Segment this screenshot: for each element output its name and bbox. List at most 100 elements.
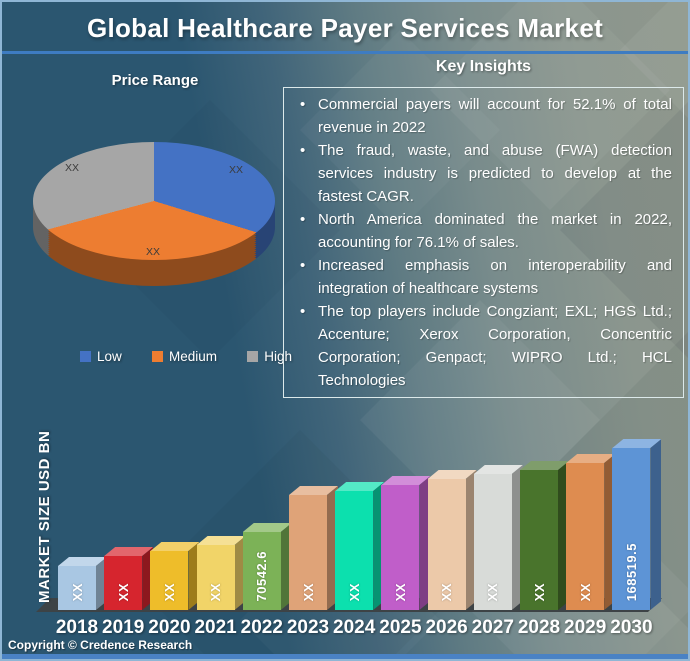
- x-axis-year-2022: 2022: [240, 617, 283, 638]
- bar-front-face: [104, 556, 143, 610]
- bar-value-label: XX: [208, 582, 224, 601]
- bar-2030: 168519.5: [612, 439, 662, 610]
- bar-side-face: [604, 454, 615, 610]
- bar-value-label-wrap: XX: [104, 547, 142, 610]
- x-axis-year-2028: 2028: [517, 617, 561, 638]
- bar-top-face: [612, 439, 662, 448]
- x-axis-year-2021: 2021: [194, 617, 237, 638]
- bar-side-face: [188, 542, 199, 610]
- x-axis-year-2020: 2020: [148, 617, 191, 638]
- bar-2018: XX: [58, 557, 107, 610]
- pie-chart: XX XX XX: [33, 142, 275, 288]
- bar-value-label-wrap: XX: [381, 476, 419, 610]
- bar-top-face: [335, 482, 385, 491]
- bar-value-label: XX: [115, 582, 131, 601]
- bar-value-label: XX: [161, 582, 177, 601]
- title-divider-line: [2, 51, 688, 54]
- bar-top-face: [242, 523, 292, 532]
- bar-2024: XX: [335, 482, 385, 610]
- bar-top-face: [381, 476, 431, 485]
- bar-front-face: [150, 551, 189, 610]
- legend-item-medium: Medium: [151, 349, 217, 364]
- bar-value-label-wrap: XX: [428, 470, 466, 610]
- insight-bullet: Increased emphasis on interoperability a…: [295, 254, 672, 300]
- bar-value-label: XX: [69, 582, 85, 601]
- x-axis-year-2025: 2025: [379, 617, 422, 638]
- legend-label: Low: [97, 349, 122, 364]
- bar-side-face: [235, 536, 246, 610]
- bar-2019: XX: [104, 547, 154, 610]
- bottom-accent-strip: [2, 654, 688, 659]
- bar-front-face: [335, 491, 374, 610]
- insight-bullet: Commercial payers will account for 52.1%…: [295, 93, 672, 139]
- bar-top-face: [196, 536, 246, 545]
- insight-bullet: North America dominated the market in 20…: [295, 208, 672, 254]
- bar-value-label: XX: [392, 582, 408, 601]
- copyright-text: Copyright © Credence Research: [8, 638, 193, 652]
- bar-value-label-wrap: XX: [474, 465, 512, 610]
- bar-front-face: [289, 495, 327, 610]
- bar-side-face: [96, 557, 107, 610]
- legend-swatch: [151, 351, 163, 362]
- bar-value-label: XX: [485, 582, 501, 601]
- bar-top-face: [520, 461, 569, 470]
- x-axis-year-2024: 2024: [333, 617, 376, 638]
- bar-value-label-wrap: XX: [335, 482, 373, 610]
- x-axis-year-2030: 2030: [610, 617, 653, 638]
- x-axis-year-2018: 2018: [55, 617, 99, 638]
- bar-side-face: [512, 465, 523, 610]
- insights-title: Key Insights: [435, 58, 532, 75]
- bar-value-label-wrap: XX: [520, 461, 558, 610]
- x-axis-year-2029: 2029: [564, 617, 607, 638]
- bar-value-label-wrap: 70542.6: [243, 523, 281, 610]
- bar-side-face: [281, 523, 292, 610]
- page-title: Global Healthcare Payer Services Market: [86, 13, 604, 43]
- bar-2022: 70542.6: [242, 523, 292, 610]
- bar-2027: XX: [473, 465, 523, 610]
- insights-box: Commercial payers will account for 52.1%…: [283, 87, 684, 398]
- bar-front-face: [242, 532, 281, 610]
- bar-value-label: XX: [577, 582, 593, 601]
- bar-2021: XX: [196, 536, 246, 610]
- x-axis-year-2027: 2027: [471, 617, 514, 638]
- pie-slice-value-label: XX: [145, 246, 161, 258]
- pie-top-surface: [33, 142, 275, 260]
- bar-top-face: [58, 557, 107, 566]
- bar-value-label-wrap: XX: [566, 454, 604, 610]
- insights-list: Commercial payers will account for 52.1%…: [295, 93, 672, 392]
- bar-value-label: XX: [346, 582, 362, 601]
- bar-top-face: [427, 470, 477, 479]
- bar-value-label: XX: [300, 582, 316, 601]
- bar-side-face: [650, 439, 661, 610]
- legend-item-high: High: [247, 349, 292, 364]
- bar-front-face: [520, 470, 558, 610]
- x-axis-year-2026: 2026: [425, 617, 468, 638]
- pie-legend: Low Medium High: [80, 349, 292, 364]
- bar-value-label: 70542.6: [254, 550, 270, 602]
- bar-value-label-wrap: 168519.5: [612, 439, 650, 610]
- bar-value-label: XX: [531, 582, 547, 601]
- bar-front-face: [566, 463, 605, 610]
- legend-label: High: [264, 349, 292, 364]
- pie-slice-value-label: XX: [228, 164, 244, 176]
- bar-side-face: [466, 470, 477, 610]
- bar-2026: XX: [427, 470, 477, 610]
- pie-chart-title: Price Range: [111, 72, 199, 89]
- bar-chart-y-axis-label: MARKET SIZE USD BN: [36, 430, 53, 604]
- bar-front-face: [612, 448, 651, 610]
- bar-value-label: XX: [439, 582, 455, 601]
- bar-value-label: 168519.5: [623, 542, 639, 601]
- bar-top-face: [289, 486, 338, 495]
- bar-front-face: [58, 566, 96, 610]
- bar-top-face: [150, 542, 200, 551]
- legend-swatch: [247, 351, 259, 362]
- bar-top-face: [104, 547, 154, 556]
- bar-2020: XX: [150, 542, 200, 610]
- bar-front-face: [381, 485, 420, 610]
- bar-value-label-wrap: XX: [289, 486, 327, 610]
- bar-side-face: [142, 547, 153, 610]
- bar-2028: XX: [520, 461, 569, 610]
- bar-top-face: [566, 454, 616, 463]
- bar-front-face: [427, 479, 466, 610]
